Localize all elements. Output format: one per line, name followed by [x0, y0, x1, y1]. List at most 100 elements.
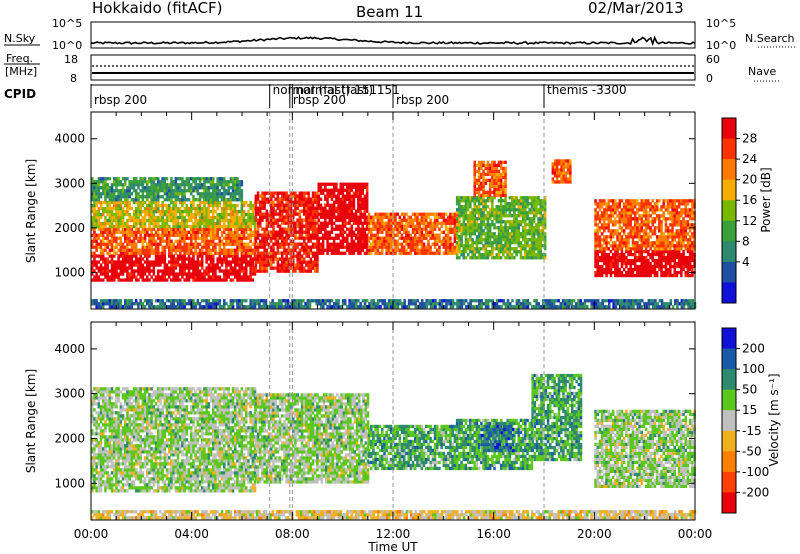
- data-cell: [278, 227, 282, 231]
- data-cell: [422, 224, 426, 228]
- data-cell: [429, 233, 432, 237]
- data-cell: [223, 272, 226, 276]
- data-cell: [339, 182, 342, 186]
- data-cell: [185, 266, 189, 270]
- data-cell: [174, 248, 178, 252]
- data-cell: [181, 272, 184, 276]
- data-cell: [466, 202, 470, 206]
- data-cell: [261, 194, 264, 198]
- data-cell: [675, 255, 679, 260]
- data-cell: [420, 242, 424, 246]
- data-cell: [99, 269, 103, 273]
- data-cell: [477, 205, 481, 209]
- data-cell: [203, 272, 206, 276]
- data-cell: [170, 257, 173, 261]
- data-cell: [143, 233, 147, 237]
- data-cell: [407, 233, 410, 237]
- data-cell: [321, 206, 325, 210]
- data-cell: [231, 266, 235, 270]
- data-cell: [357, 221, 360, 225]
- data-cell: [307, 236, 310, 240]
- data-cell: [499, 178, 503, 182]
- data-cell: [537, 256, 540, 260]
- data-cell: [605, 255, 608, 260]
- data-cell: [168, 242, 171, 246]
- data-cell: [488, 250, 492, 254]
- data-cell: [455, 211, 459, 215]
- data-cell: [212, 263, 215, 267]
- data-cell: [303, 206, 306, 210]
- data-cell: [91, 263, 94, 267]
- data-cell: [543, 247, 547, 251]
- data-cell: [539, 238, 542, 242]
- data-cell: [480, 226, 483, 230]
- data-cell: [263, 236, 266, 240]
- data-cell: [319, 185, 323, 189]
- data-cell: [174, 275, 178, 279]
- data-cell: [513, 217, 516, 221]
- data-cell: [181, 275, 184, 279]
- data-cell: [475, 238, 479, 242]
- data-cell: [436, 239, 439, 243]
- data-cell: [405, 212, 408, 216]
- data-cell: [141, 251, 145, 255]
- data-cell: [326, 233, 329, 237]
- data-cell: [433, 242, 437, 246]
- data-cell: [651, 249, 654, 254]
- data-cell: [212, 278, 215, 282]
- data-cell: [504, 172, 507, 176]
- data-cell: [113, 224, 116, 229]
- data-cell: [99, 200, 103, 205]
- data-cell: [93, 186, 96, 190]
- data-cell: [285, 200, 288, 204]
- data-cell: [254, 236, 258, 240]
- data-cell: [203, 242, 206, 246]
- data-cell: [303, 260, 306, 264]
- data-cell: [161, 180, 164, 184]
- data-cell: [267, 215, 271, 219]
- data-cell: [352, 200, 356, 204]
- data-cell: [242, 215, 246, 220]
- data-cell: [253, 272, 257, 276]
- data-cell: [183, 248, 186, 252]
- data-cell: [352, 191, 356, 195]
- data-cell: [154, 233, 158, 237]
- data-cell: [309, 197, 313, 201]
- data-cell: [143, 186, 147, 190]
- data-cell: [515, 241, 518, 245]
- data-cell: [341, 203, 345, 207]
- data-cell: [276, 212, 280, 216]
- data-cell: [517, 223, 520, 227]
- data-cell: [569, 171, 572, 175]
- data-cell: [91, 272, 94, 276]
- data-cell: [254, 212, 258, 216]
- data-cell: [418, 212, 421, 216]
- data-cell: [150, 209, 153, 214]
- data-cell: [341, 215, 345, 219]
- data-cell: [225, 239, 228, 243]
- data-cell: [631, 261, 635, 266]
- data-cell: [270, 218, 273, 222]
- data-cell: [372, 224, 375, 228]
- data-cell: [609, 258, 613, 263]
- data-cell: [106, 236, 109, 240]
- data-cell: [201, 215, 204, 220]
- data-cell: [352, 248, 356, 252]
- data-cell: [130, 186, 134, 190]
- data-cell: [328, 206, 331, 210]
- data-cell: [317, 227, 320, 231]
- data-cell: [422, 245, 426, 249]
- data-cell: [181, 266, 184, 270]
- data-cell: [387, 215, 391, 219]
- data-cell: [372, 242, 375, 246]
- data-cell: [337, 236, 340, 240]
- data-cell: [460, 238, 463, 242]
- data-cell: [473, 160, 476, 164]
- data-cell: [276, 206, 280, 210]
- data-cell: [157, 275, 160, 279]
- data-cell: [148, 212, 151, 217]
- data-cell: [99, 215, 103, 220]
- data-cell: [289, 257, 293, 261]
- data-cell: [261, 218, 264, 222]
- data-cell: [218, 278, 222, 282]
